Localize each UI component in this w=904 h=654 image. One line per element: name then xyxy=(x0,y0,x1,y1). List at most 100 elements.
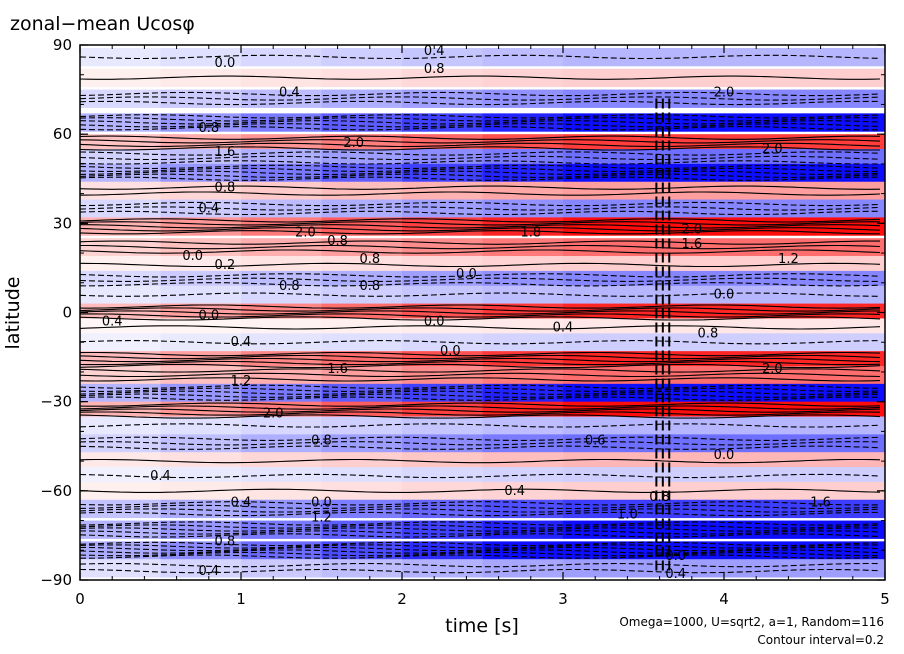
contour-line xyxy=(79,310,881,315)
contour-label: 0.8 xyxy=(215,534,236,549)
contour-line xyxy=(79,126,880,131)
contour-line xyxy=(79,527,880,532)
contour-line xyxy=(79,151,881,156)
contour-fill-band xyxy=(724,89,805,108)
contour-line xyxy=(79,387,881,392)
contour-fill-band xyxy=(160,270,242,290)
contour-line xyxy=(79,210,880,216)
contour-fill-band xyxy=(563,270,644,290)
contour-line xyxy=(80,554,881,559)
contour-line xyxy=(79,436,881,441)
contour-fill-band xyxy=(482,383,564,403)
contour-label: 0.8 xyxy=(327,234,348,249)
contour-label: 0.4 xyxy=(553,320,574,335)
contour-label: 0.0 xyxy=(440,344,461,359)
contour-line xyxy=(79,441,881,446)
contour-line xyxy=(79,249,881,254)
contour-fill-band xyxy=(160,452,242,471)
contour-label: 2.0 xyxy=(343,136,364,151)
contour-fill-band xyxy=(804,452,886,471)
contour-fill-band xyxy=(482,499,564,519)
contour-line xyxy=(79,164,881,170)
contour-label: 0.4 xyxy=(198,564,219,579)
contour-fill-band xyxy=(563,285,644,305)
vertical-streaks xyxy=(655,98,671,575)
contour-line xyxy=(79,504,881,510)
contour-line xyxy=(79,139,881,144)
contour-fill-band xyxy=(241,270,322,290)
contour-fill-band xyxy=(402,452,483,471)
contour-fill-band xyxy=(804,434,886,453)
contour-line xyxy=(79,75,881,80)
contour-fill-band xyxy=(160,318,242,337)
contour-fill-band xyxy=(563,452,644,471)
contour-label: 1.8 xyxy=(520,225,541,240)
contour-label: 0.4 xyxy=(424,44,445,59)
contour-fill-band xyxy=(241,199,322,218)
contour-label: 1.6 xyxy=(327,362,348,377)
contour-line xyxy=(79,363,881,369)
contour-line xyxy=(79,123,881,128)
contour-line xyxy=(79,96,881,101)
contour-line xyxy=(79,562,881,568)
contour-fill-band xyxy=(80,256,161,275)
x-tick-label: 5 xyxy=(880,590,890,608)
x-axis: 0 1 2 3 4 5 xyxy=(75,45,890,608)
contour-fill-band xyxy=(321,238,403,257)
contour-fill-band xyxy=(80,181,161,201)
contour-line xyxy=(79,54,881,60)
contour-line xyxy=(79,501,881,506)
contour-line xyxy=(79,173,881,178)
contour-line xyxy=(79,170,881,175)
contour-line xyxy=(79,218,881,223)
contour-fill-band xyxy=(724,285,805,305)
contour-fill-band xyxy=(160,256,242,275)
contour-line xyxy=(79,117,881,122)
contour-fill-band xyxy=(80,89,161,108)
contour-line xyxy=(79,568,881,574)
contour-line xyxy=(79,396,881,401)
contour-fill-band xyxy=(160,416,242,435)
contour-fill-band xyxy=(482,333,564,352)
contour-label: 0.8 xyxy=(698,326,719,341)
y-tick-label: −60 xyxy=(40,482,72,500)
contour-fill-band xyxy=(804,416,886,435)
y-axis: 90 60 30 0 −30 −60 −90 xyxy=(40,36,885,589)
contour-line xyxy=(79,390,881,395)
contour-label: 0.8 xyxy=(279,279,300,294)
y-axis-label: latitude xyxy=(2,277,24,350)
contour-line xyxy=(79,511,881,517)
contour-fill-band xyxy=(241,47,322,67)
parameter-note: Omega=1000, U=sqrt2, a=1, Random=116 xyxy=(619,615,884,629)
contour-line xyxy=(79,533,881,538)
contour-line xyxy=(79,488,881,493)
contour-line xyxy=(79,277,880,282)
contour-fill-band xyxy=(563,181,644,201)
contour-line xyxy=(79,360,881,366)
contour-line xyxy=(79,445,881,450)
contour-fill-band xyxy=(563,467,644,486)
contour-line xyxy=(79,549,881,554)
contour-label: 0.0 xyxy=(198,308,219,323)
contour-line xyxy=(79,114,881,119)
contour-fill-band xyxy=(321,256,403,275)
contour-fill-band xyxy=(80,333,161,352)
contour-fill-band xyxy=(804,520,886,539)
contour-fill-band xyxy=(402,467,483,486)
contour-line xyxy=(79,368,881,373)
contour-fill-band xyxy=(804,541,886,560)
contour-fill-band xyxy=(80,318,161,337)
contour-label: 1.6 xyxy=(215,145,236,160)
contour-fill-band xyxy=(80,47,161,67)
contour-label: 1.2 xyxy=(311,511,332,526)
contour-line xyxy=(79,185,881,190)
contour-fill-band xyxy=(321,181,403,201)
contour-line xyxy=(79,221,881,226)
contour-fill-band xyxy=(402,68,483,88)
contour-label: 0.0 xyxy=(714,288,735,303)
contour-fill-band xyxy=(160,285,242,305)
contour-label: 0.0 xyxy=(215,56,236,71)
x-tick-label: 1 xyxy=(236,590,246,608)
contour-line xyxy=(79,230,880,235)
contour-fill-band xyxy=(724,68,805,88)
